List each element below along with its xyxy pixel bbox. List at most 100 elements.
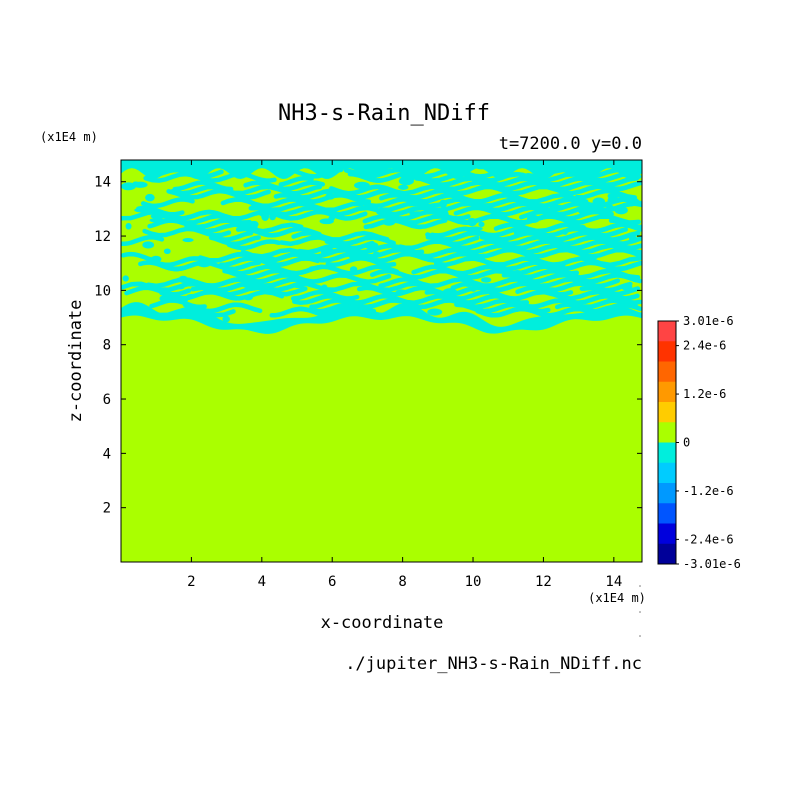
- field-streak: [166, 188, 258, 200]
- field-streak: [290, 289, 360, 301]
- field-streak: [162, 262, 197, 272]
- field-blob: [614, 206, 628, 215]
- field-blob: [588, 255, 599, 260]
- field-streak: [198, 302, 259, 314]
- field-blob: [308, 266, 319, 271]
- field-streak: [158, 288, 192, 297]
- colorbar-swatch: [658, 483, 676, 504]
- field-blob: [463, 282, 473, 287]
- field-blob: [197, 261, 211, 268]
- field-streak: [397, 239, 472, 251]
- field-blob: [241, 280, 255, 289]
- y-tick-label: 8: [103, 338, 111, 354]
- field-blob: [134, 207, 151, 213]
- field-streak: [476, 239, 549, 251]
- field-blob: [470, 287, 477, 292]
- marker-dot: ˙: [637, 635, 643, 646]
- colorbar-label: -1.2e-6: [683, 484, 734, 498]
- y-axis: 2 4 6 8 10 12 14: [94, 175, 642, 517]
- field-streak: [301, 272, 392, 284]
- field-streak: [489, 201, 553, 213]
- x-tick-label: 4: [258, 574, 266, 590]
- plot-area: [121, 160, 642, 562]
- field-streak: [375, 184, 488, 196]
- colorbar-swatch: [658, 381, 676, 403]
- field-streak: [343, 167, 434, 179]
- field-blob: [578, 206, 592, 216]
- colorbar-label: 1.2e-6: [683, 387, 726, 401]
- field-streak: [221, 171, 277, 183]
- field-blob: [442, 209, 449, 219]
- x-tick-label: 10: [465, 574, 482, 590]
- field-blob: [473, 161, 489, 170]
- field-streak: [414, 247, 514, 259]
- colorbar: 3.01e-6 2.4e-6 1.2e-6 0 -1.2e-6 -2.4e-6 -3.01e…: [657, 314, 741, 571]
- field-blob: [132, 181, 148, 188]
- field-blob: [549, 204, 564, 209]
- field-blob: [222, 315, 230, 323]
- field-streak: [278, 176, 314, 187]
- field-streak: [511, 184, 617, 196]
- field-blob: [214, 234, 222, 240]
- field-streak: [483, 277, 582, 289]
- field-blob: [526, 214, 540, 223]
- field-streak: [454, 268, 500, 280]
- field-blob: [480, 277, 492, 283]
- field-blob: [592, 197, 606, 206]
- field-blob: [149, 217, 165, 223]
- field-blob: [163, 248, 171, 255]
- field-streak: [559, 176, 640, 188]
- field-streak: [121, 235, 165, 246]
- field-streak: [378, 277, 414, 288]
- y-unit-label: (x1E4 m): [40, 130, 98, 144]
- field-streak: [520, 268, 640, 280]
- field-blob: [398, 184, 409, 190]
- marker-dot: ˙: [637, 585, 643, 596]
- x-tick-label: 14: [605, 574, 622, 590]
- field-blob: [160, 296, 167, 304]
- field-blob: [621, 283, 633, 291]
- field-blob: [182, 238, 194, 243]
- field-blob: [261, 212, 270, 221]
- field-blob: [547, 312, 563, 321]
- field-blob: [471, 179, 480, 186]
- colorbar-label: 2.4e-6: [683, 339, 726, 353]
- field-blob: [466, 217, 478, 227]
- field-blob: [372, 251, 381, 258]
- x-unit-label: (x1E4 m): [588, 591, 646, 605]
- colorbar-swatch: [658, 361, 676, 383]
- colorbar-swatch: [658, 523, 676, 545]
- field-blob: [607, 196, 620, 204]
- field-streak: [216, 281, 339, 293]
- colorbar-swatch: [658, 341, 676, 362]
- y-tick-label: 10: [94, 283, 111, 299]
- chart-subtitle: t=7200.0 y=0.0: [499, 134, 642, 154]
- field-streak: [493, 222, 541, 234]
- colorbar-label: -2.4e-6: [683, 532, 734, 546]
- field-blob: [478, 221, 485, 228]
- y-tick-label: 6: [103, 392, 111, 408]
- field-blob: [269, 213, 277, 221]
- field-streak: [559, 201, 638, 213]
- field-streak: [121, 251, 155, 262]
- field-streak: [121, 306, 236, 318]
- field-blob: [145, 193, 155, 202]
- field-streak: [616, 230, 641, 242]
- field-blob: [382, 219, 396, 226]
- field-blob: [150, 255, 162, 263]
- field-blob: [467, 226, 483, 231]
- field-blob: [320, 247, 335, 256]
- field-streak: [297, 243, 411, 255]
- field-blob: [442, 288, 458, 298]
- field-blob: [331, 161, 346, 171]
- colorbar-swatch: [658, 462, 676, 484]
- field-streak: [142, 226, 232, 238]
- field-blob: [399, 246, 412, 253]
- chart-title: NH3-s-Rain_NDiff: [278, 101, 490, 126]
- field-streak: [464, 298, 583, 310]
- field-blob: [606, 204, 614, 211]
- field-blob: [325, 192, 335, 200]
- field-streak: [284, 167, 344, 179]
- footer-filename: ./jupiter_NH3-s-Rain_NDiff.nc: [345, 654, 642, 674]
- field-blob: [349, 266, 358, 273]
